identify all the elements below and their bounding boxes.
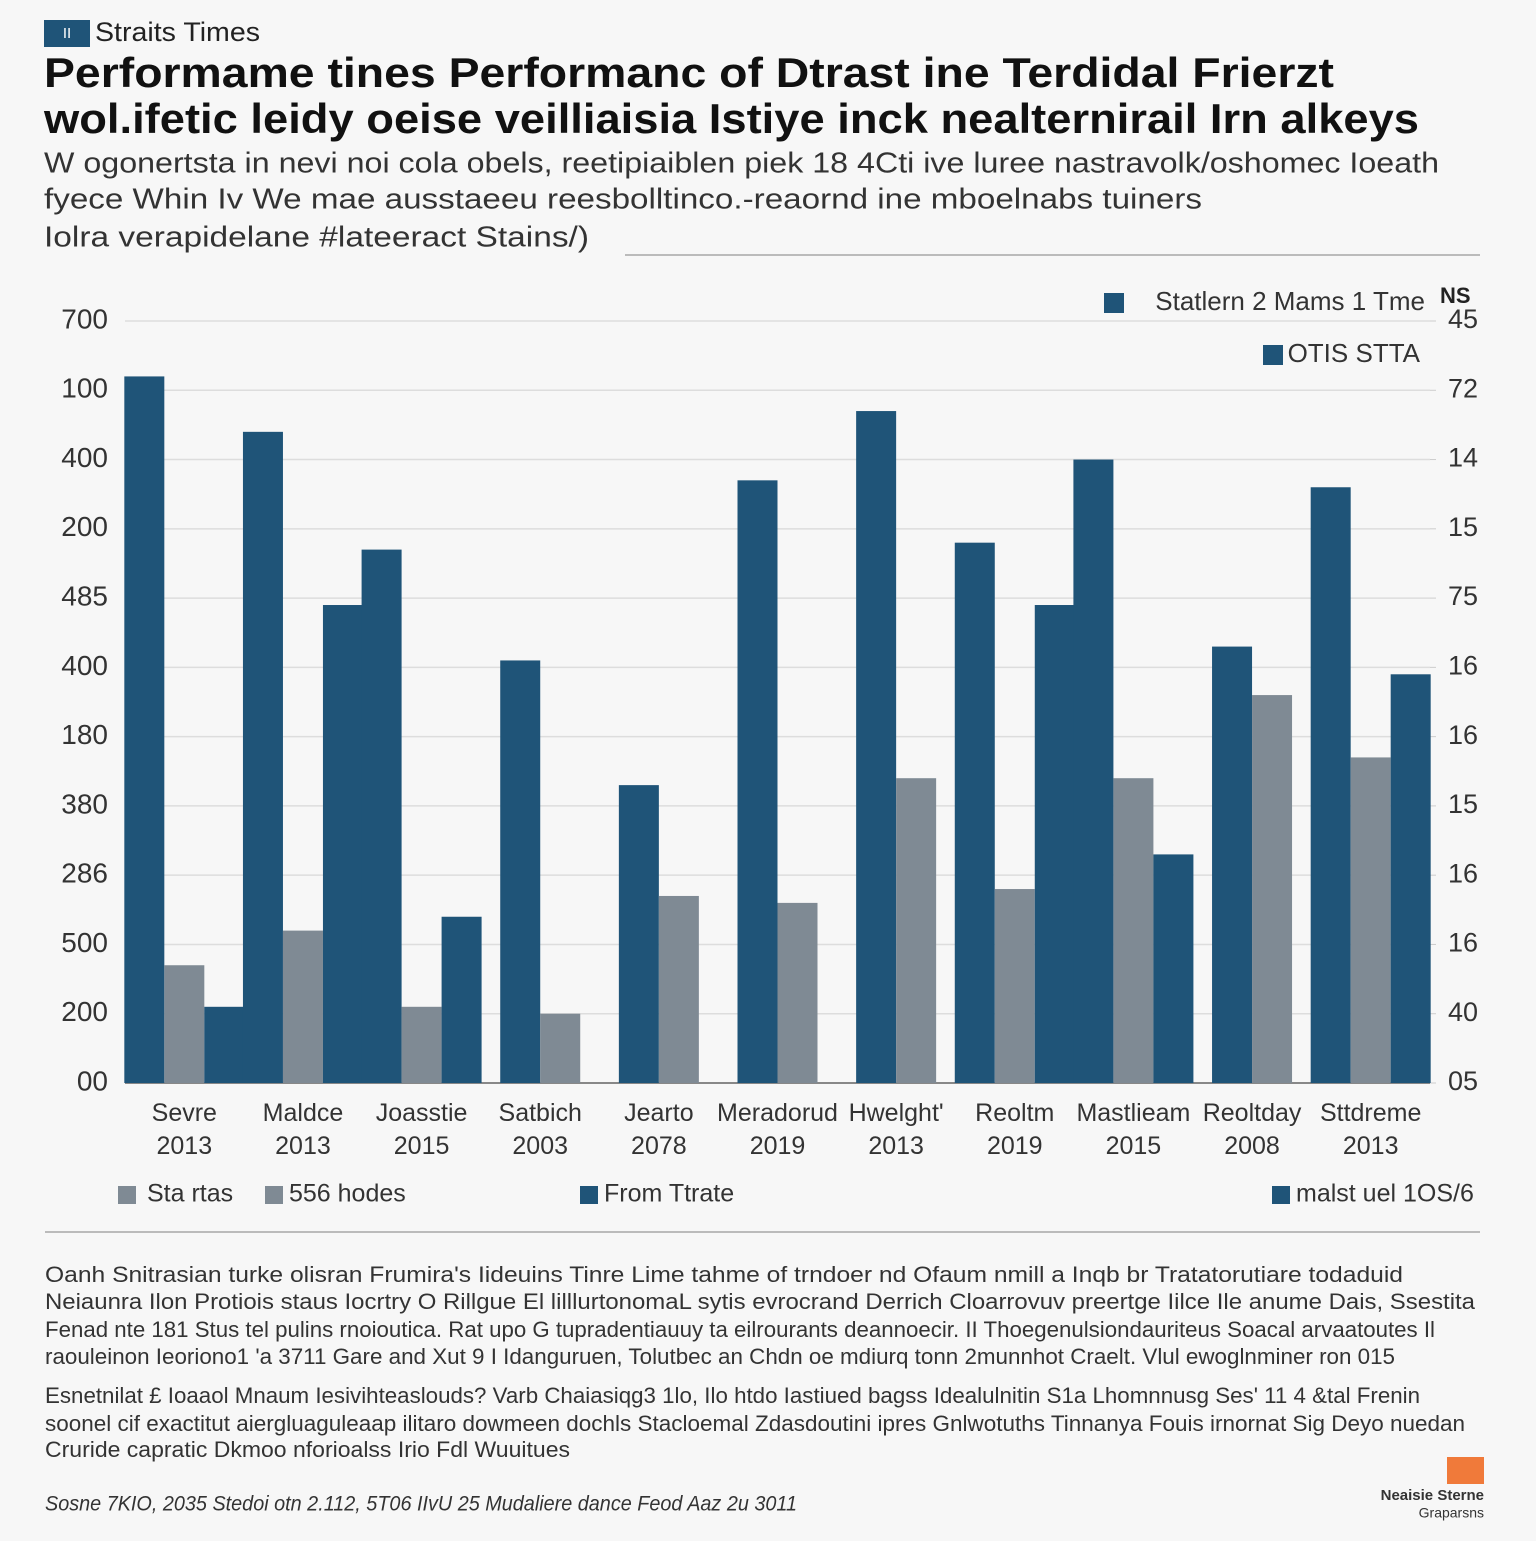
subtitle: W ogonertsta in nevi noi cola obels, ree… [44, 148, 1439, 180]
y-tick-label: 200 [61, 996, 108, 1027]
bar [164, 965, 205, 1083]
x-tick-label: Sevre 2013 [152, 1099, 217, 1160]
y2-tick-label: 15 [1448, 789, 1478, 819]
y-tick-label: 100 [61, 373, 108, 404]
y-tick-label: 180 [61, 719, 108, 750]
logo-text: Graparsns [1419, 1505, 1484, 1521]
bar [242, 431, 283, 1083]
legend-label: 556 hodes [289, 1180, 406, 1208]
x-tick-label: Sttdreme 2013 [1320, 1099, 1421, 1160]
bar [204, 1006, 245, 1083]
y2-tick-label: 16 [1448, 858, 1478, 888]
legend-label: From Ttrate [604, 1180, 734, 1208]
legend-swatch [118, 1186, 136, 1204]
bar [1390, 674, 1431, 1083]
legend-swatch [580, 1186, 598, 1204]
body-text: Fenad nte 181 Stus tel pulins rnoioutica… [45, 1317, 1435, 1342]
bar [856, 411, 897, 1083]
y-tick-label: 286 [61, 858, 108, 889]
logo-text: Neaisie Sterne [1381, 1487, 1484, 1504]
y2-tick-label: 15 [1448, 512, 1478, 542]
y2-tick-label: 45 [1448, 304, 1478, 334]
x-tick-label: Joasstie 2015 [376, 1099, 468, 1160]
legend-label: Sta rtas [147, 1180, 233, 1208]
legend-swatch [1272, 1186, 1290, 1204]
y2-tick-label: 72 [1448, 373, 1478, 403]
source: Sosne 7KIO, 2035 Stedoi otn 2.112, 5T06 … [45, 1493, 797, 1516]
bar [1310, 487, 1351, 1084]
bar [1153, 854, 1194, 1083]
logo-mark [1447, 1457, 1484, 1484]
badge: II [63, 25, 71, 42]
body-text: raouleinon Ieoriono1 'a 3711 Gare and Xu… [45, 1344, 1395, 1369]
bar [954, 542, 995, 1083]
bar [1252, 695, 1293, 1083]
y-tick-label: 200 [61, 511, 108, 542]
title: wol.ifetic leidy oeise veilliaisia Istiy… [43, 95, 1419, 142]
y2-tick-label: 40 [1448, 997, 1478, 1027]
bar [1073, 459, 1114, 1084]
body-text: Cruride capratic Dkmoo nforioalss Irio F… [45, 1437, 570, 1462]
y-tick-label: 400 [61, 650, 108, 681]
y2-tick-label: 16 [1448, 928, 1478, 958]
bar [361, 549, 402, 1083]
y2-axis-label: NS [1440, 283, 1471, 308]
x-tick-label: Mastlieam 2015 [1076, 1099, 1190, 1160]
body-text: soonel cif exactitut aiergluaguleaap ili… [45, 1411, 1465, 1436]
x-tick-label: Jearto 2078 [624, 1099, 693, 1160]
bar [441, 916, 482, 1083]
y-tick-label: 380 [61, 788, 108, 819]
body-text: Oanh Snitrasian turke olisran Frumira's … [45, 1262, 1403, 1287]
y2-tick-label: 05 [1448, 1066, 1478, 1096]
legend-swatch [1104, 293, 1124, 313]
bar [737, 480, 778, 1083]
bar [1350, 757, 1391, 1083]
x-tick-label: Hwelght' 2013 [849, 1099, 944, 1160]
bar [124, 376, 165, 1083]
bar [618, 785, 659, 1083]
bar [282, 930, 323, 1083]
bar [322, 605, 363, 1083]
y2-tick-label: 75 [1448, 581, 1478, 611]
x-tick-label: Meradorud 2019 [717, 1099, 838, 1160]
y-tick-label: 700 [61, 303, 108, 334]
bar [896, 778, 937, 1083]
body-text: Neiaunra Ilon Protiois staus Iocrtry O R… [45, 1289, 1476, 1314]
y-tick-label: 00 [77, 1065, 108, 1096]
bar [1034, 605, 1075, 1083]
y2-tick-label: 16 [1448, 720, 1478, 750]
badge-box [44, 20, 90, 47]
legend-label: OTIS STTA [1288, 338, 1421, 368]
subtitle: Iolra verapidelane #lateeract Stains/) [44, 222, 589, 254]
bar [540, 1013, 581, 1083]
bar [401, 1006, 442, 1083]
bar [777, 902, 818, 1083]
legend-label: Statlern 2 Mams 1 Tme [1155, 286, 1425, 316]
bar [994, 889, 1035, 1083]
legend-label: malst uel 1OS/6 [1296, 1180, 1474, 1208]
legend-swatch [1263, 345, 1283, 365]
y-tick-label: 500 [61, 927, 108, 958]
x-tick-label: Reoltm 2019 [975, 1099, 1054, 1160]
bar [658, 895, 699, 1083]
y2-tick-label: 16 [1448, 650, 1478, 680]
body-text: Esnetnilat £ Ioaaol Mnaum Iesivihteaslou… [45, 1383, 1420, 1408]
legend-swatch [265, 1186, 283, 1204]
title: Performame tines Performanc of Dtrast in… [44, 49, 1334, 96]
y-tick-label: 400 [61, 442, 108, 473]
bar [1212, 646, 1253, 1083]
x-tick-label: Reoltday 2008 [1203, 1099, 1302, 1160]
subtitle: fyece Whin Iv We mae ausstaeeu reesbollt… [44, 184, 1202, 216]
x-tick-label: Satbich 2003 [499, 1099, 582, 1160]
brand: Straits Times [95, 17, 260, 47]
y2-tick-label: 14 [1448, 443, 1478, 473]
bar [500, 660, 541, 1083]
x-tick-label: Maldce 2013 [263, 1099, 344, 1160]
bar [1113, 778, 1154, 1083]
y-tick-label: 485 [61, 580, 108, 611]
